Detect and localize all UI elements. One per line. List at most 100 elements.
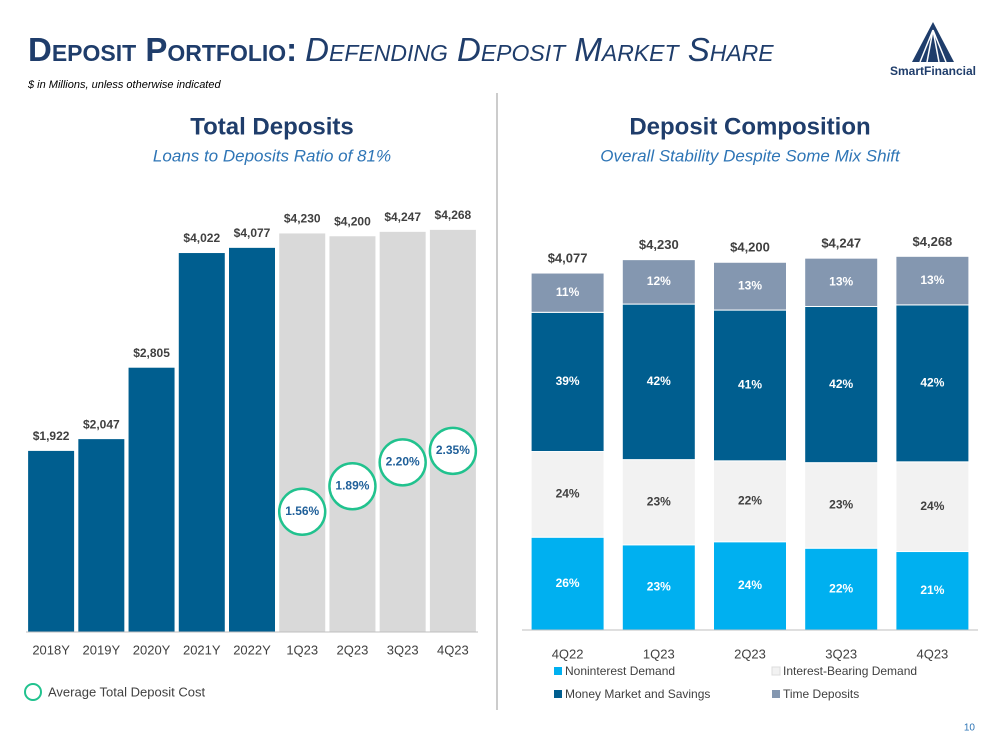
- x-tick-label: 2022Y: [233, 642, 271, 657]
- bar: [128, 367, 175, 632]
- segment: [713, 541, 787, 631]
- x-tick-label: 3Q23: [825, 646, 857, 661]
- value-label: $4,247: [384, 210, 421, 224]
- cost-label: 2.35%: [436, 443, 470, 457]
- bar: [379, 231, 426, 632]
- value-label: $2,047: [83, 417, 120, 431]
- x-tick-label: 4Q22: [552, 646, 584, 661]
- total-label: $4,268: [913, 234, 953, 249]
- cost-marker: [328, 462, 377, 511]
- x-tick-label: 4Q23: [437, 642, 469, 657]
- logo: SmartFinancial: [890, 22, 976, 78]
- x-tick-label: 1Q23: [643, 646, 675, 661]
- legend-label: Average Total Deposit Cost: [48, 684, 205, 699]
- segment: [621, 259, 696, 305]
- segment-label: 22%: [829, 581, 853, 595]
- segment-label: 21%: [920, 583, 944, 597]
- segment-label: 41%: [738, 378, 762, 392]
- cost-label: 1.89%: [335, 478, 369, 492]
- segment: [804, 305, 879, 464]
- bar: [329, 236, 376, 632]
- segment-label: 11%: [556, 285, 580, 299]
- segment: [530, 311, 605, 453]
- legend-swatch: [554, 690, 562, 698]
- segment: [713, 309, 787, 462]
- x-tick-label: 3Q23: [387, 642, 419, 657]
- logo-lines: [919, 29, 947, 63]
- segment-label: 23%: [829, 498, 853, 512]
- chart-title: Total Deposits: [190, 113, 354, 140]
- segment: [621, 544, 696, 631]
- bar: [178, 253, 225, 633]
- value-label: $4,022: [183, 231, 220, 245]
- segment-label: 12%: [647, 274, 671, 288]
- segment-label: 42%: [829, 377, 853, 391]
- legend-marker: [24, 683, 42, 701]
- segment: [804, 257, 879, 307]
- segment: [530, 451, 605, 538]
- segment-label: 24%: [738, 578, 762, 592]
- segment-label: 42%: [647, 374, 671, 388]
- bar: [28, 450, 75, 632]
- segment-label: 39%: [556, 374, 580, 388]
- chart-subtitle: Loans to Deposits Ratio of 81%: [153, 146, 391, 165]
- chart-subtitle: Overall Stability Despite Some Mix Shift: [600, 146, 901, 165]
- note: $ in Millions, unless otherwise indicate…: [27, 79, 221, 91]
- value-label: $4,077: [234, 226, 271, 240]
- cost-label: 2.20%: [386, 455, 420, 469]
- segment-label: 26%: [556, 576, 580, 590]
- segment-label: 13%: [829, 274, 853, 288]
- bar: [229, 247, 275, 632]
- bar: [78, 439, 125, 632]
- total-label: $4,200: [730, 240, 770, 255]
- value-label: $4,268: [435, 208, 472, 222]
- cost-label: 1.56%: [285, 504, 319, 518]
- x-tick-label: 2021Y: [183, 642, 221, 657]
- segment-label: 13%: [920, 273, 944, 287]
- legend-label: Money Market and Savings: [565, 687, 710, 701]
- segment-label: 42%: [920, 376, 944, 390]
- segment: [804, 462, 879, 549]
- segment: [530, 272, 605, 313]
- segment-label: 24%: [920, 499, 944, 513]
- segment: [530, 536, 605, 631]
- value-label: $4,230: [284, 212, 321, 226]
- segment: [621, 459, 696, 546]
- legend-swatch: [772, 690, 780, 698]
- title-main: Deposit Portfolio:: [28, 31, 297, 68]
- total-label: $4,077: [548, 250, 588, 265]
- legend-label: Interest-Bearing Demand: [783, 664, 917, 678]
- cost-marker: [277, 487, 327, 536]
- segment-label: 13%: [738, 278, 762, 292]
- logo-icon: [912, 22, 954, 62]
- legend-label: Noninterest Demand: [565, 664, 675, 678]
- segment-label: 23%: [647, 580, 671, 594]
- segment: [713, 261, 787, 311]
- x-tick-label: 2018Y: [32, 642, 70, 657]
- segment: [713, 460, 787, 543]
- value-label: $2,805: [133, 346, 170, 360]
- segment: [895, 255, 970, 306]
- segment: [621, 303, 696, 461]
- logo-text: SmartFinancial: [890, 64, 976, 78]
- total-label: $4,247: [821, 236, 861, 251]
- value-label: $4,200: [334, 214, 371, 228]
- cost-marker: [428, 426, 478, 476]
- segment: [895, 461, 970, 553]
- page-number: 10: [964, 723, 976, 734]
- bar: [279, 233, 326, 632]
- legend-label: Time Deposits: [783, 687, 859, 701]
- x-tick-label: 2Q23: [337, 642, 369, 657]
- x-tick-label: 1Q23: [286, 642, 318, 657]
- total-label: $4,230: [639, 237, 679, 252]
- x-tick-label: 2020Y: [133, 642, 171, 657]
- segment-label: 22%: [738, 493, 762, 507]
- chart-title: Deposit Composition: [629, 113, 870, 140]
- legend-swatch: [771, 666, 781, 676]
- value-label: $1,922: [33, 429, 70, 443]
- cost-marker: [378, 438, 427, 487]
- segment-label: 23%: [647, 494, 671, 508]
- title-rest: Defending Deposit Market Share: [305, 31, 774, 68]
- segment-label: 24%: [556, 487, 580, 501]
